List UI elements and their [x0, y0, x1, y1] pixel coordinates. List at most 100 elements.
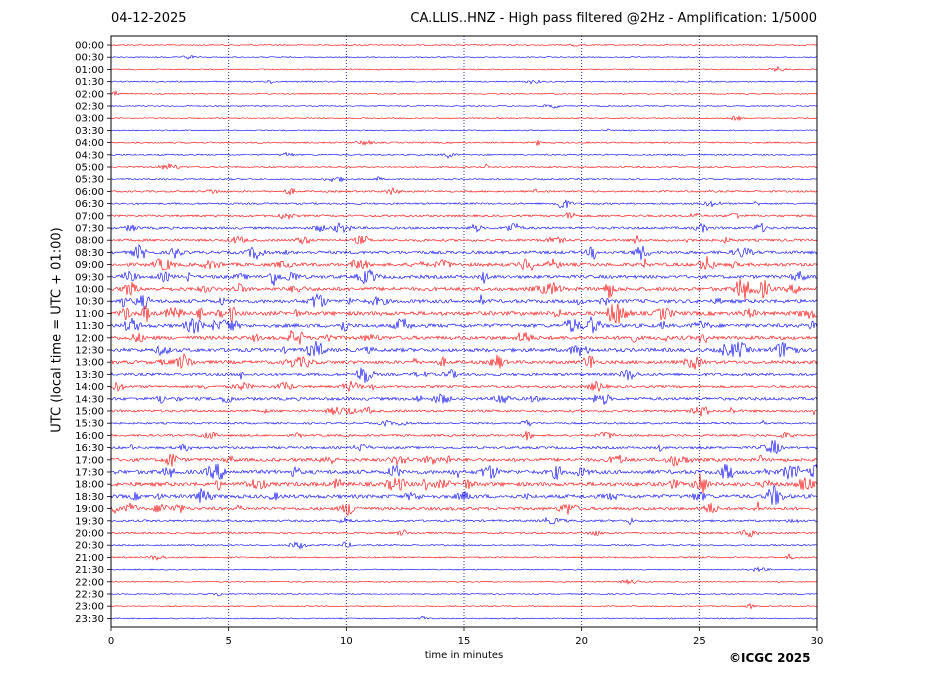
- date-label: 04-12-2025: [111, 11, 187, 26]
- y-tick-label: 22:00: [75, 577, 104, 588]
- y-tick-label: 13:30: [75, 370, 104, 381]
- trace-line: [110, 340, 818, 358]
- vertical-grid-lines: [228, 36, 700, 627]
- x-axis-label: time in minutes: [424, 650, 504, 661]
- y-tick-label: 17:30: [75, 468, 104, 479]
- x-tick-label: 5: [225, 636, 231, 647]
- y-tick-label: 03:30: [75, 126, 104, 137]
- trace-line: [110, 440, 818, 455]
- x-tick-label: 30: [811, 636, 824, 647]
- y-tick-label: 01:00: [75, 65, 104, 76]
- trace-line: [110, 484, 818, 505]
- trace-line: [110, 43, 818, 47]
- y-tick-label: 22:30: [75, 590, 104, 601]
- x-tick-label: 15: [458, 636, 471, 647]
- trace-line: [110, 104, 818, 109]
- x-tick-label: 10: [340, 636, 353, 647]
- trace-line: [110, 139, 818, 147]
- y-tick-label: 04:00: [75, 138, 104, 149]
- y-tick-label: 13:00: [75, 358, 104, 369]
- y-tick-label: 17:00: [75, 455, 104, 466]
- trace-line: [110, 454, 818, 467]
- y-tick-label: 18:00: [75, 480, 104, 491]
- y-tick-label: 19:30: [75, 516, 104, 527]
- y-tick-label: 11:30: [75, 321, 104, 332]
- y-tick-label: 07:30: [75, 224, 104, 235]
- y-tick-label: 09:00: [75, 260, 104, 271]
- y-tick-label: 10:00: [75, 285, 104, 296]
- trace-line: [110, 463, 818, 480]
- y-tick-label: 10:30: [75, 297, 104, 308]
- y-tick-label: 15:30: [75, 419, 104, 430]
- y-axis-label: UTC (local time = UTC + 01:00): [49, 227, 65, 433]
- y-tick-label: 09:30: [75, 272, 104, 283]
- y-tick-label: 15:00: [75, 407, 104, 418]
- y-tick-label: 05:00: [75, 163, 104, 174]
- y-tick-label: 20:30: [75, 541, 104, 552]
- trace-line: [110, 211, 818, 220]
- trace-line: [110, 79, 818, 85]
- trace-line: [110, 199, 818, 209]
- trace-line: [110, 592, 818, 597]
- y-tick-label: 21:00: [75, 553, 104, 564]
- y-tick-label: 14:00: [75, 382, 104, 393]
- y-tick-label: 23:30: [75, 614, 104, 625]
- trace-line: [111, 552, 818, 561]
- y-tick-label: 03:00: [75, 114, 104, 125]
- y-tick-label: 14:30: [75, 394, 104, 405]
- trace-line: [110, 187, 818, 196]
- trace-line: [110, 431, 818, 441]
- y-tick-label: 02:30: [75, 102, 104, 113]
- trace-line: [111, 268, 818, 287]
- trace-line: [110, 90, 818, 97]
- y-tick-label: 16:00: [75, 431, 104, 442]
- y-tick-label: 23:00: [75, 602, 104, 613]
- trace-line: [111, 176, 818, 183]
- y-tick-label: 21:30: [75, 565, 104, 576]
- trace-line: [110, 256, 818, 272]
- y-tick-label: 20:00: [75, 529, 104, 540]
- trace-line: [111, 615, 818, 620]
- y-tick-label: 04:30: [75, 150, 104, 161]
- y-tick-label: 01:30: [75, 77, 104, 88]
- trace-line: [110, 419, 818, 428]
- trace-line: [110, 128, 818, 132]
- copyright-label: ©ICGC 2025: [729, 651, 811, 665]
- trace-line: [110, 163, 818, 170]
- trace-line: [110, 541, 818, 550]
- y-tick-label: 00:30: [75, 53, 104, 64]
- y-tick-label: 00:00: [75, 41, 104, 52]
- y-tick-label: 05:30: [75, 175, 104, 186]
- trace-line: [110, 529, 818, 538]
- trace-line: [110, 578, 818, 585]
- y-tick-label: 08:30: [75, 248, 104, 259]
- y-tick-label: 16:30: [75, 443, 104, 454]
- trace-line: [110, 602, 818, 610]
- trace-line: [110, 501, 818, 516]
- y-tick-label: 08:00: [75, 236, 104, 247]
- y-tick-label: 06:30: [75, 199, 104, 210]
- seismic-traces: [110, 43, 818, 620]
- y-tick-label: 02:00: [75, 89, 104, 100]
- x-tick-label: 25: [693, 636, 706, 647]
- trace-line: [110, 406, 817, 417]
- trace-line: [110, 279, 818, 300]
- trace-line: [110, 330, 818, 345]
- trace-line: [110, 244, 818, 261]
- x-axis-ticks: 0 5 10 15 20 25 30: [108, 627, 824, 647]
- trace-line: [111, 516, 818, 526]
- trace-line: [110, 316, 818, 334]
- trace-line: [110, 115, 818, 122]
- trace-line: [110, 55, 818, 60]
- trace-line: [110, 566, 818, 573]
- trace-line: [110, 473, 818, 494]
- trace-line: [110, 221, 818, 234]
- trace-line: [110, 65, 818, 73]
- trace-line: [110, 234, 818, 245]
- x-tick-label: 0: [108, 636, 114, 647]
- chart-title: CA.LLIS..HNZ - High pass filtered @2Hz -…: [410, 11, 817, 26]
- y-tick-label: 06:00: [75, 187, 104, 198]
- trace-line: [110, 293, 818, 309]
